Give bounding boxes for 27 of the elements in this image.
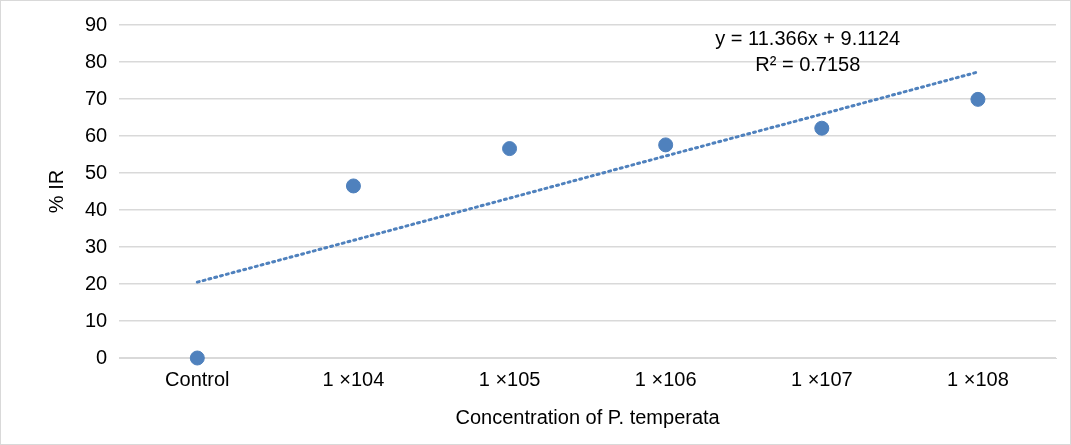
x-tick-label: Control — [165, 367, 230, 390]
x-tick-label: 1 ×106 — [634, 367, 697, 390]
point — [502, 141, 518, 157]
point — [345, 178, 361, 194]
y-tick-label: 30 — [85, 234, 108, 257]
y-tick-label: 50 — [85, 160, 108, 183]
y-tick-label: 20 — [85, 271, 108, 294]
y-tick-label: 0 — [96, 345, 108, 368]
x-tick-label: 1 ×104 — [322, 367, 385, 390]
annotation: R² = 0.7158 — [755, 52, 861, 75]
x-tick-label: 1 ×107 — [790, 367, 853, 390]
line-series — [195, 70, 980, 284]
y-tick-label: 60 — [85, 123, 108, 146]
y-tick-label: 90 — [85, 12, 108, 35]
x-tick-label: 1 ×105 — [478, 367, 541, 390]
x-axis-title: Concentration of P. temperata — [455, 405, 721, 428]
point — [189, 350, 205, 366]
y-axis-title: % IR — [44, 169, 67, 214]
x-tick-label: 1 ×108 — [947, 367, 1009, 390]
point — [814, 120, 830, 136]
annotation: y = 11.366x + 9.1124 — [715, 26, 901, 49]
point — [970, 91, 986, 107]
y-tick-label: 80 — [85, 49, 108, 72]
y-tick-label: 10 — [85, 308, 108, 331]
y-tick-label: 40 — [85, 197, 108, 220]
y-tick-label: 70 — [85, 86, 108, 109]
point — [658, 137, 674, 153]
